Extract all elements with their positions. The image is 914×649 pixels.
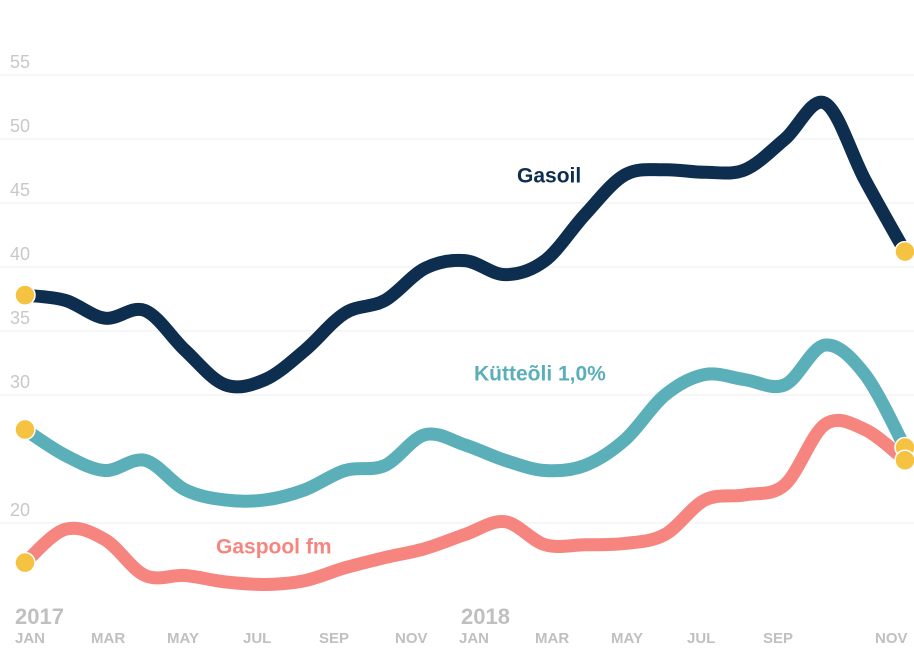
endpoint-dot: [14, 551, 36, 574]
y-tick-label: 45: [10, 180, 30, 200]
year-label: 2018: [461, 604, 510, 629]
y-tick-label: 55: [10, 52, 30, 72]
endpoint-dot: [14, 284, 36, 306]
x-tick-label: MAR: [535, 630, 569, 647]
x-tick-label: JUL: [243, 630, 271, 647]
y-tick-label: 40: [10, 244, 30, 264]
y-tick-label: 35: [10, 308, 30, 328]
endpoint-dot: [894, 240, 914, 263]
x-tick-label: MAY: [611, 630, 643, 647]
y-tick-label: 30: [10, 372, 30, 392]
y-tick-label: 20: [10, 500, 30, 520]
series-line: [18, 338, 912, 508]
year-label: 2017: [15, 604, 64, 629]
x-tick-label: SEP: [763, 630, 793, 647]
x-tick-label: JUL: [687, 630, 715, 647]
x-tick-label: NOV: [395, 630, 428, 647]
x-tick-label: MAY: [167, 630, 199, 647]
endpoint-dot: [14, 418, 36, 441]
series-line: [18, 95, 912, 394]
x-tick-label: JAN: [15, 630, 45, 647]
x-tick-label: JAN: [459, 630, 489, 647]
x-tick-label: NOV: [875, 630, 908, 647]
series-label: Kütteõli 1,0%: [474, 363, 606, 386]
series-label: Gasoil: [517, 165, 581, 188]
x-tick-label: SEP: [319, 630, 349, 647]
series-label: Gaspool fm: [216, 536, 332, 559]
x-tick-label: MAR: [91, 630, 125, 647]
y-tick-label: 50: [10, 116, 30, 136]
endpoint-dot: [894, 449, 914, 472]
series-line: [18, 413, 912, 591]
